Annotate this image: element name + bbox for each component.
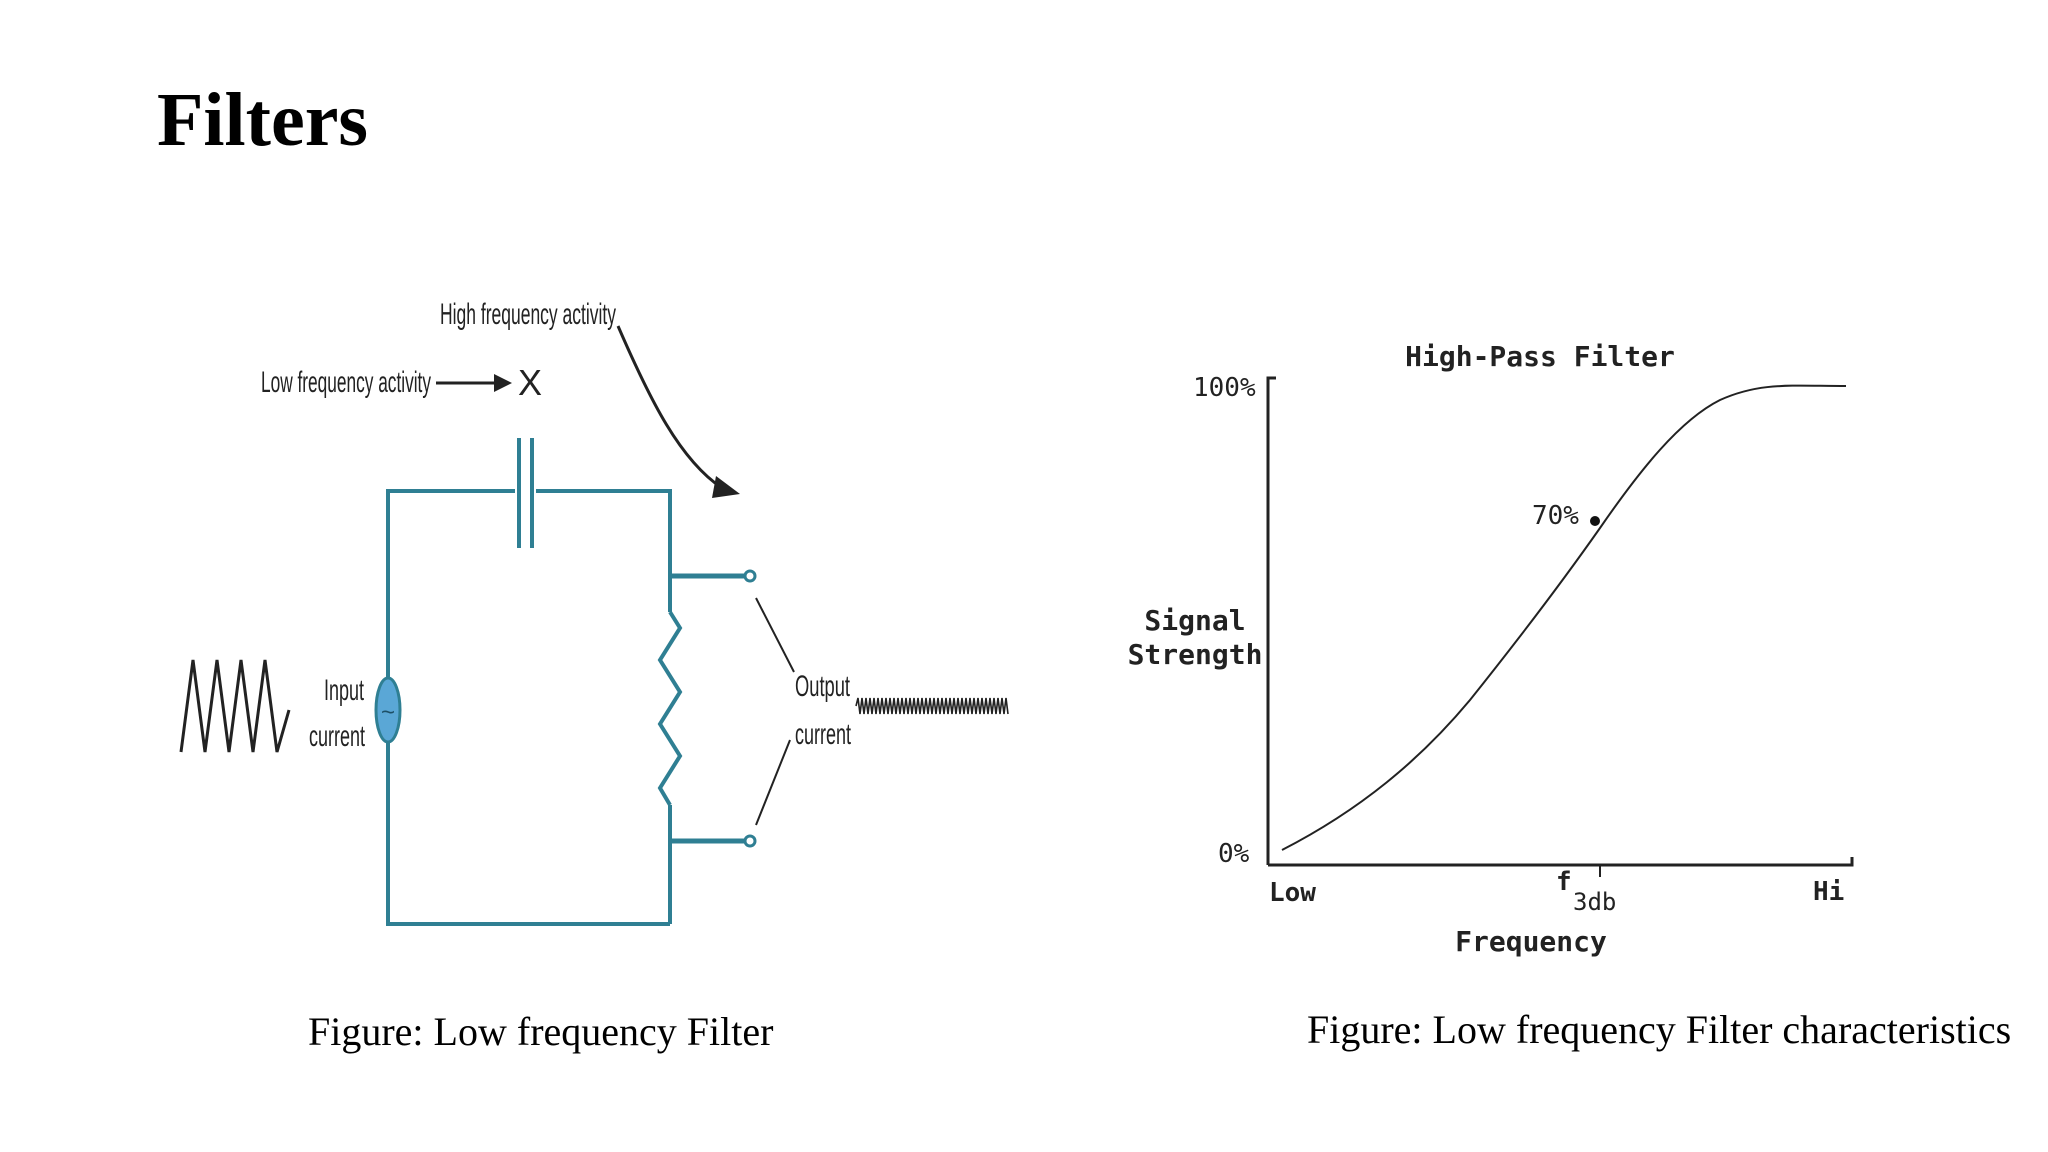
graph-caption: Figure: Low frequency Filter characteris… bbox=[1307, 1007, 2012, 1052]
output-waveform bbox=[855, 697, 1009, 715]
y-top-label: 100% bbox=[1193, 373, 1256, 403]
high-frequency-label: High frequency activity bbox=[440, 298, 616, 331]
x-axis-label: Frequency bbox=[1455, 925, 1607, 958]
output-terminal-lower bbox=[743, 834, 757, 848]
resistor bbox=[657, 610, 683, 807]
ac-source-icon: ~ bbox=[374, 676, 402, 744]
response-curve bbox=[1281, 384, 1847, 851]
blocked-mark: X bbox=[518, 362, 542, 403]
x-high-label: Hi bbox=[1813, 877, 1844, 907]
capacitor bbox=[517, 438, 534, 548]
graph-title: High-Pass Filter bbox=[1405, 340, 1675, 373]
y-bottom-label: 0% bbox=[1218, 839, 1250, 869]
graph-x-axis bbox=[1268, 857, 1854, 867]
circuit-wire-bottom bbox=[386, 719, 670, 926]
output-label-line2: current bbox=[795, 718, 851, 751]
y-axis-label-line2: Strength bbox=[1128, 638, 1263, 671]
circuit-wire-top-left bbox=[386, 489, 515, 701]
input-label-line1: Input bbox=[324, 674, 364, 707]
output-pointer-upper bbox=[755, 597, 795, 673]
circuit-diagram: ~ High frequency activity Low frequency … bbox=[179, 298, 1009, 926]
output-pointer-lower bbox=[755, 739, 791, 826]
x-mid-label-main: f bbox=[1556, 867, 1572, 897]
cutoff-point bbox=[1590, 516, 1600, 526]
input-label-line2: current bbox=[309, 720, 365, 753]
y-axis-label-line1: Signal bbox=[1144, 604, 1245, 637]
x-low-label: Low bbox=[1269, 878, 1316, 908]
output-label-line1: Output bbox=[795, 670, 850, 703]
x-mid-label-sub: 3db bbox=[1573, 888, 1616, 916]
output-terminal-upper bbox=[743, 569, 757, 583]
circuit-caption: Figure: Low frequency Filter bbox=[308, 1009, 774, 1054]
high-pass-graph: High-Pass Filter 100% 0% 70% Signal Stre… bbox=[1128, 340, 1854, 958]
high-frequency-arrow bbox=[616, 325, 740, 498]
circuit-wire-top-right bbox=[536, 489, 672, 612]
low-frequency-arrow bbox=[436, 374, 512, 392]
graph-y-axis bbox=[1266, 376, 1276, 865]
ac-source-symbol: ~ bbox=[381, 699, 395, 726]
low-frequency-label: Low frequency activity bbox=[261, 366, 431, 399]
slide-title: Filters bbox=[157, 78, 369, 162]
input-waveform bbox=[179, 659, 291, 753]
cutoff-point-label: 70% bbox=[1532, 501, 1579, 531]
